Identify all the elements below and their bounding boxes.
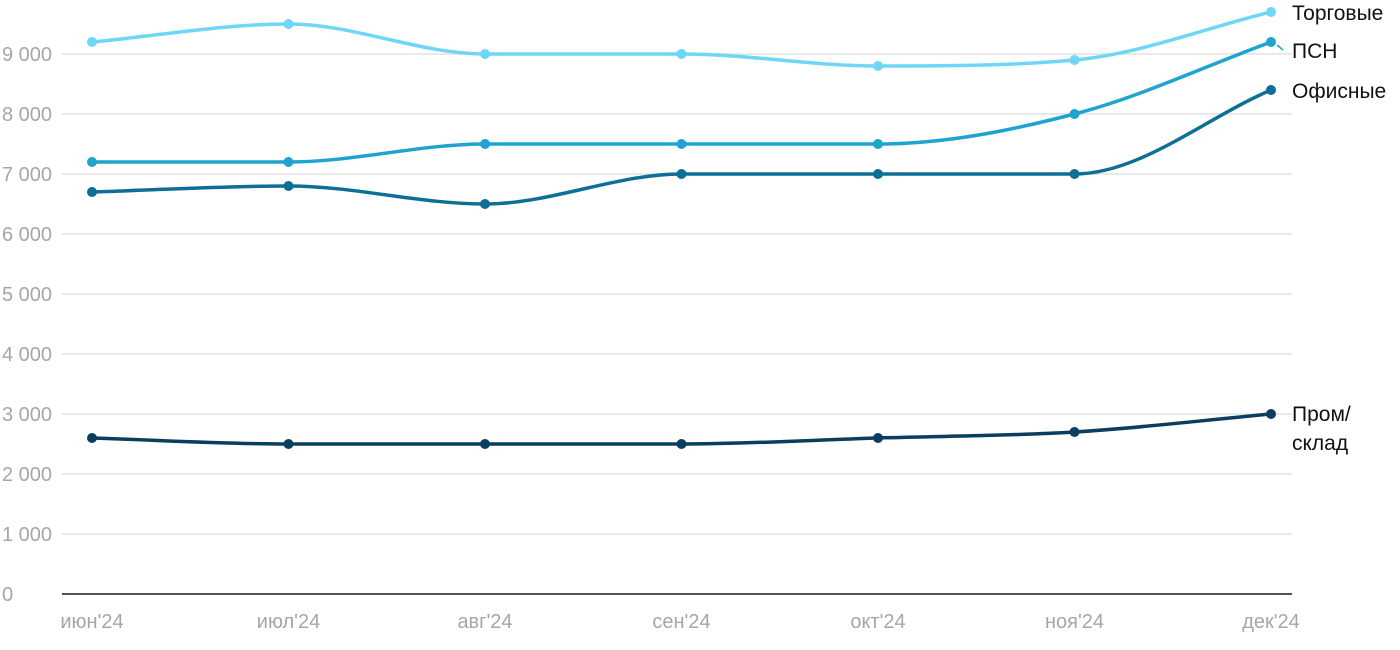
series-3-point (87, 433, 97, 443)
series-0-point (1069, 55, 1080, 65)
series-lines (87, 7, 1276, 449)
series-3-point (480, 439, 490, 449)
y-tick-label: 1 000 (2, 524, 52, 546)
x-tick-label: ноя'24 (1045, 611, 1104, 633)
y-tick-label: 4 000 (2, 344, 52, 366)
series-3-point (873, 433, 883, 443)
grid (62, 53, 1292, 535)
x-tick-label: дек'24 (1242, 611, 1300, 633)
x-tick-label: авг'24 (457, 611, 512, 633)
y-tick-label: 6 000 (2, 224, 52, 246)
series-2-point (1069, 169, 1080, 179)
series-1-point (1266, 37, 1276, 47)
series-label: Пром/склад (1292, 403, 1351, 455)
series-1-point (87, 157, 97, 167)
label-connector (1276, 44, 1284, 51)
x-tick-label: июл'24 (257, 611, 320, 633)
series-2-point (1266, 85, 1276, 95)
series-label: ПСН (1292, 40, 1337, 63)
series-2-point (87, 187, 97, 197)
series-1-point (480, 139, 490, 149)
series-3-point (283, 439, 294, 449)
series-0-point (1266, 7, 1276, 17)
y-tick-label: 3 000 (2, 404, 52, 426)
series-0-point (873, 61, 883, 71)
series-1-point (676, 139, 687, 149)
y-tick-label: 7 000 (2, 164, 52, 186)
x-tick-label: окт'24 (850, 611, 905, 633)
x-tick-label: июн'24 (60, 611, 123, 633)
series-2-point (283, 181, 294, 191)
series-1-point (873, 139, 883, 149)
series-labels: Торговые ПСН Офисные Пром/склад (1276, 2, 1386, 455)
x-axis: июн'24 июл'24 авг'24 сен'24 окт'24 ноя'24 дек'… (60, 593, 1300, 633)
series-2-point (873, 169, 883, 179)
y-tick-label: 5 000 (2, 284, 52, 306)
series-0-point (283, 19, 294, 29)
series-3-point (1069, 427, 1080, 437)
series-3-point (676, 439, 687, 449)
series-2-point (676, 169, 687, 179)
x-tick-label: сен'24 (652, 611, 710, 633)
series-label: Офисные (1292, 80, 1386, 103)
series-1-point (283, 157, 294, 167)
y-tick-label: 2 000 (2, 464, 52, 486)
series-0-point (676, 49, 687, 59)
series-3-point (1266, 409, 1276, 419)
series-0-point (87, 37, 97, 47)
y-axis: 0 1 000 2 000 3 000 4 000 5 000 6 000 7 000 8 00… (2, 44, 52, 606)
series-0-point (480, 49, 490, 59)
y-tick-label: 0 (2, 584, 13, 606)
series-label: Торговые (1292, 2, 1383, 25)
series-2-point (480, 199, 490, 209)
y-tick-label: 8 000 (2, 104, 52, 126)
y-tick-label: 9 000 (2, 44, 52, 66)
series-1-point (1069, 109, 1080, 119)
